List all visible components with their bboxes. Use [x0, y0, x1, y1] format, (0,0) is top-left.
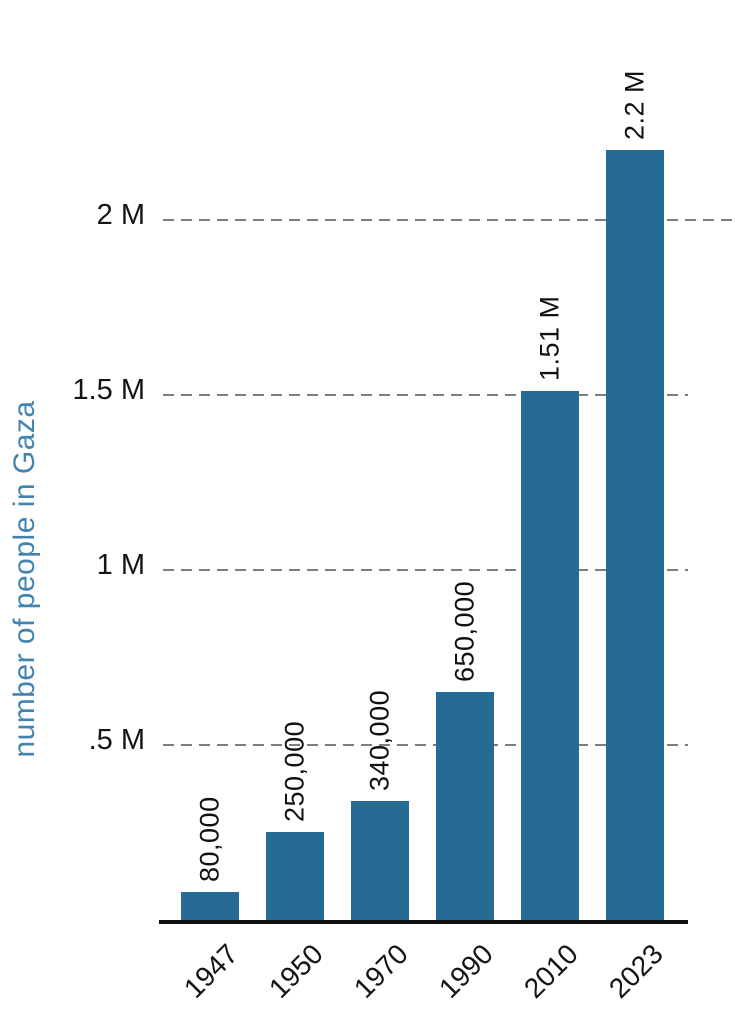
gridline	[163, 394, 688, 396]
bar-value-label-wrap: 250,000	[280, 721, 311, 822]
y-tick-label: .5 M	[88, 724, 145, 756]
bar-value-label: 650,000	[449, 580, 480, 682]
x-tick-label: 1990	[432, 938, 499, 1004]
bar-value-label: 1.51 M	[534, 295, 565, 381]
bar-value-label-wrap: 2.2 M	[620, 70, 651, 140]
bar-value-label: 80,000	[194, 796, 225, 882]
gridline	[163, 744, 688, 746]
bar-value-label-wrap: 1.51 M	[535, 295, 566, 381]
gridline	[163, 219, 735, 221]
x-tick-label: 1950	[262, 938, 329, 1004]
y-tick-label: 1 M	[96, 549, 145, 581]
x-tick-label: 1947	[177, 938, 244, 1004]
x-tick-label: 1970	[347, 938, 414, 1004]
bar-value-label-wrap: 650,000	[450, 581, 481, 682]
x-tick-label: 2010	[517, 938, 584, 1004]
bar-value-label-wrap: 80,000	[195, 796, 226, 882]
bar-1990	[436, 692, 494, 920]
bar-value-label-wrap: 340,000	[365, 690, 396, 791]
bar-value-label: 2.2 M	[619, 69, 650, 140]
bar-value-label: 250,000	[279, 720, 310, 822]
bar-2010	[521, 391, 579, 920]
bar-value-label: 340,000	[364, 689, 395, 791]
bar-1970	[351, 801, 409, 920]
bar-2023	[606, 150, 664, 920]
gridline	[163, 569, 688, 571]
x-axis-line	[159, 920, 688, 924]
bar-1947	[181, 892, 239, 920]
y-tick-label: 2 M	[96, 199, 145, 231]
y-tick-label: 1.5 M	[72, 374, 145, 406]
x-tick-label: 2023	[602, 938, 669, 1004]
bar-1950	[266, 832, 324, 920]
